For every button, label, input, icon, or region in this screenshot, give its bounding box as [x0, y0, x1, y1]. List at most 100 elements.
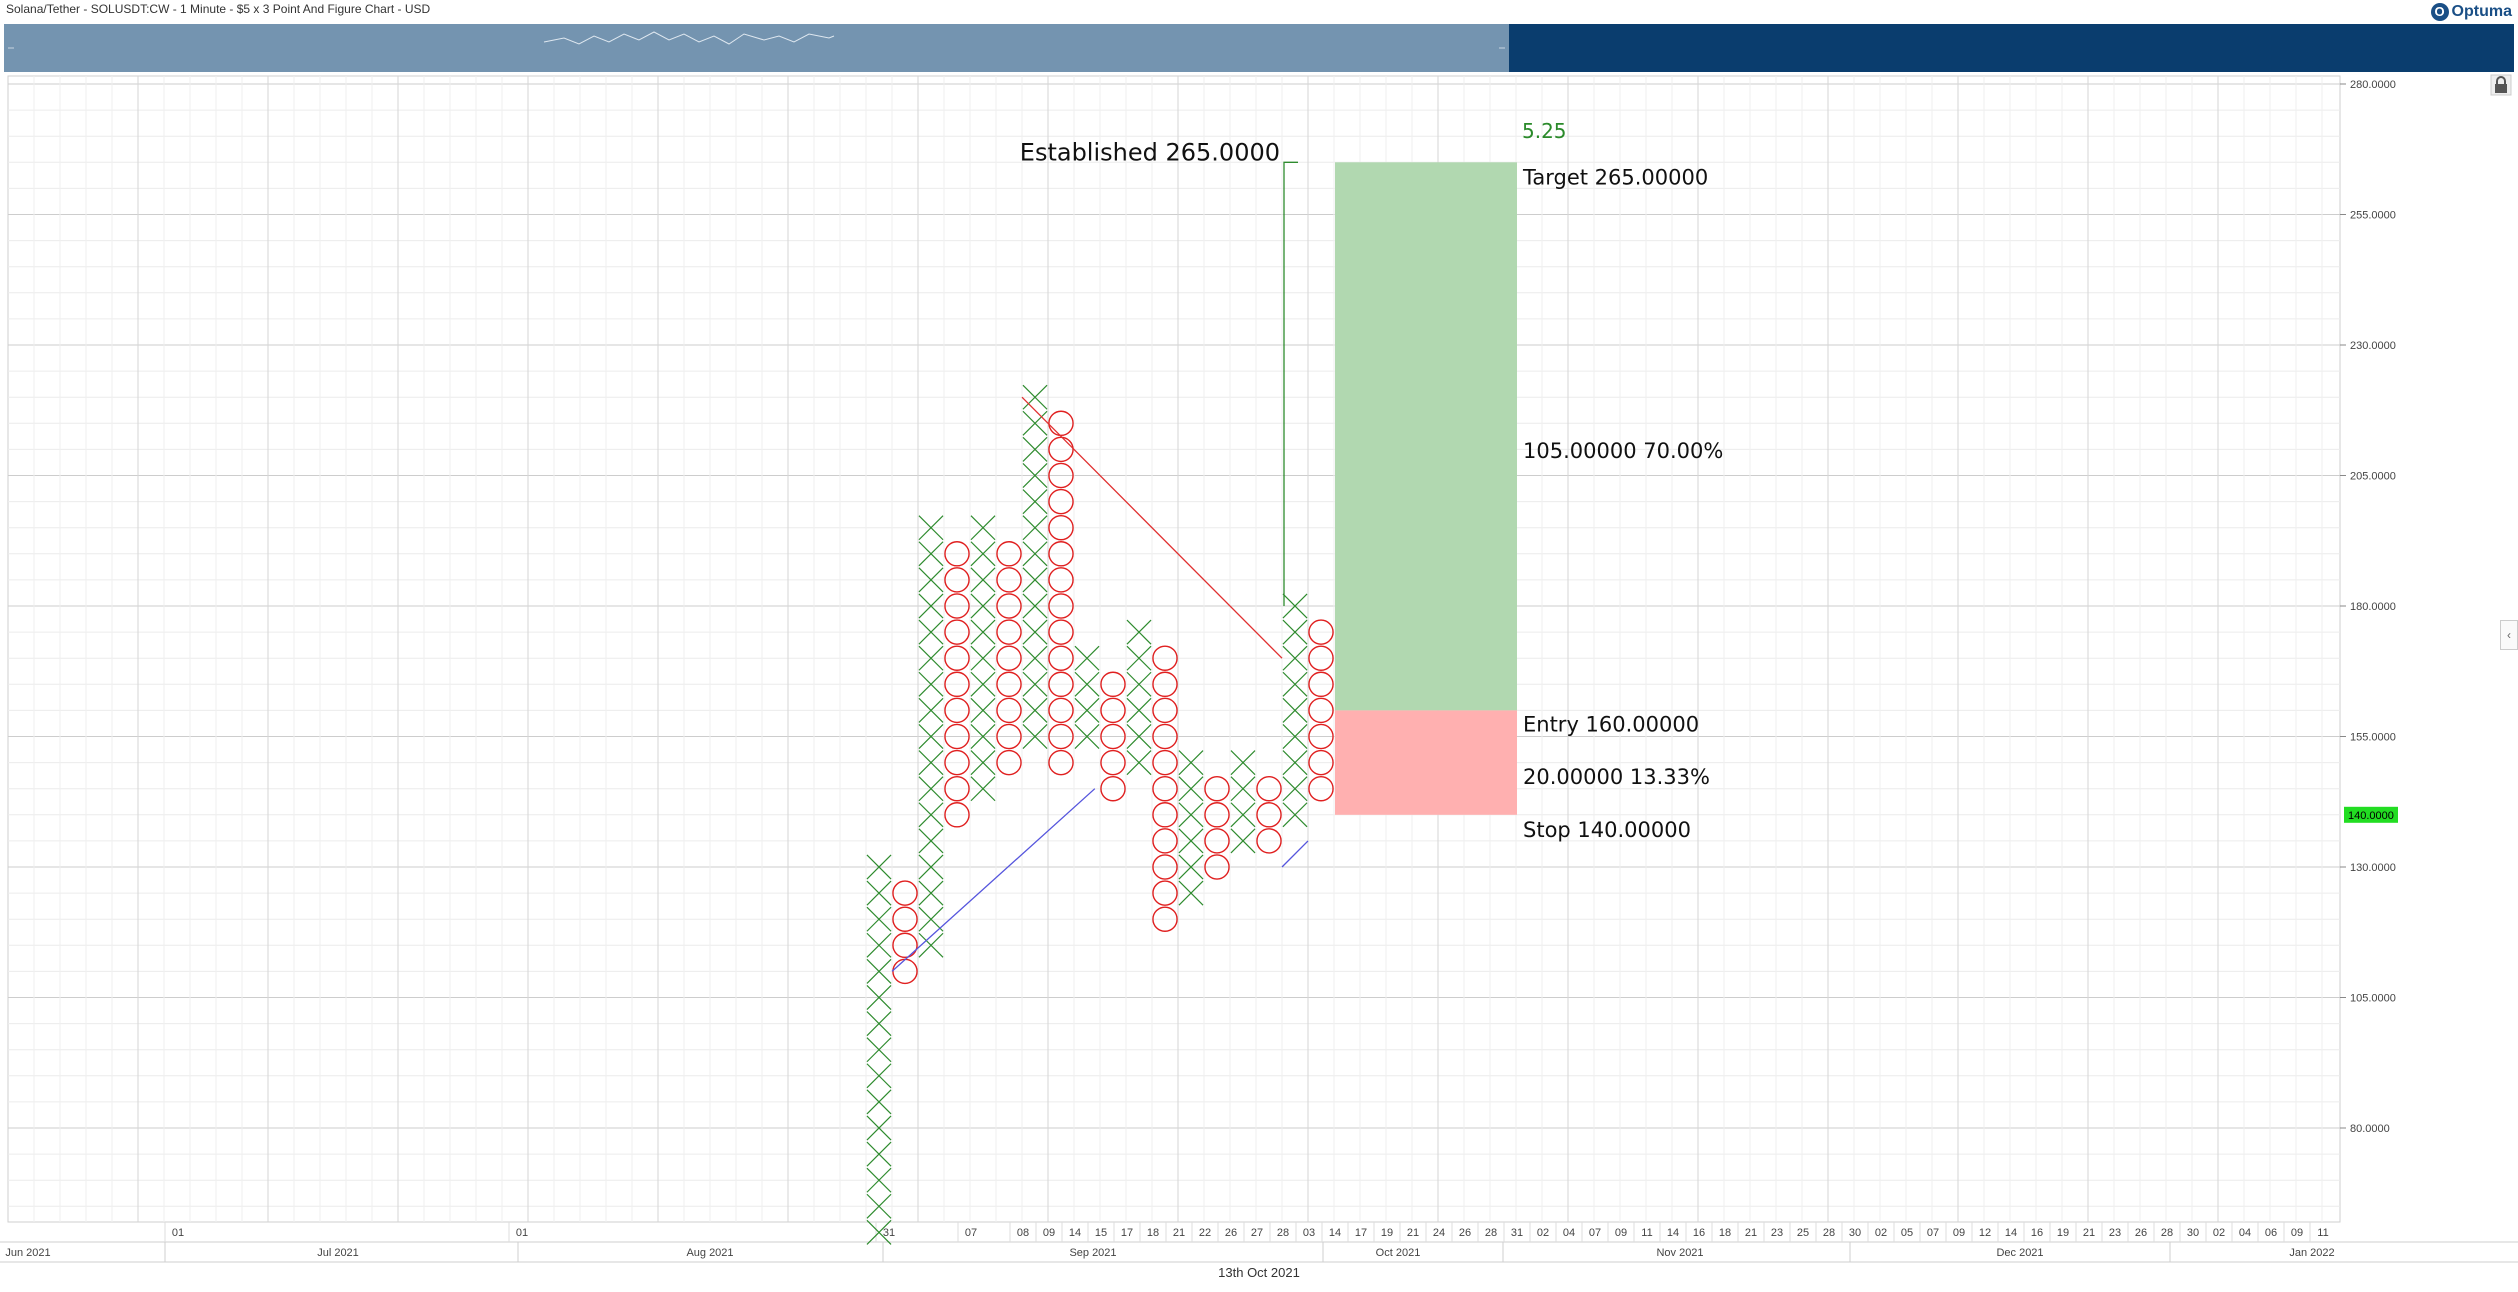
x-box [1282, 750, 1308, 776]
x-day-label: 07 [965, 1227, 977, 1239]
o-box [996, 671, 1022, 698]
x-box [970, 593, 996, 619]
current-price-tag [2344, 806, 2398, 823]
o-box [1100, 775, 1126, 802]
o-box [996, 541, 1022, 567]
y-tick-label: 80.0000 [2350, 1123, 2390, 1135]
x-column [1282, 593, 1308, 828]
x-box [866, 1193, 892, 1219]
x-box [1022, 697, 1048, 723]
x-month-label: Jan 2022 [2289, 1247, 2334, 1259]
x-box [1022, 567, 1048, 593]
x-box [1178, 880, 1204, 906]
x-box [1282, 619, 1308, 645]
count-value-label: 5.25 [1522, 119, 1567, 143]
x-box [866, 932, 892, 958]
x-day-label: 21 [1173, 1227, 1185, 1239]
established-label: Established 265.0000 [1020, 138, 1280, 166]
x-month-label: Oct 2021 [1376, 1247, 1421, 1259]
x-box [1022, 436, 1048, 462]
target-zone [1335, 162, 1517, 711]
y-tick-label: 130.0000 [2350, 862, 2396, 874]
x-box [1022, 489, 1048, 515]
x-box [1178, 854, 1204, 880]
brand-logo[interactable]: O Optuma [2430, 2, 2512, 22]
x-box [866, 1219, 892, 1245]
o-box [996, 567, 1022, 593]
o-column [944, 541, 970, 828]
x-box [1074, 697, 1100, 723]
x-day-label: 24 [1433, 1227, 1445, 1239]
x-month-label: Sep 2021 [1069, 1247, 1116, 1259]
o-box [1048, 514, 1074, 541]
x-box [1074, 724, 1100, 749]
x-day-label: 09 [1615, 1227, 1627, 1239]
annotations: Established 265.0000 5.25 Target 265.00000… [1020, 119, 1724, 842]
x-box [918, 854, 944, 880]
o-column [1256, 775, 1282, 854]
x-box [866, 880, 892, 906]
x-month-label: Nov 2021 [1656, 1247, 1703, 1259]
x-day-label: 28 [1277, 1227, 1289, 1239]
o-box [944, 723, 970, 750]
x-day-label: 18 [1719, 1227, 1731, 1239]
x-column [1126, 619, 1152, 776]
o-box [1100, 723, 1126, 750]
x-box [866, 958, 892, 984]
optuma-logo-icon: O [2430, 3, 2449, 21]
x-day-label: 19 [1381, 1227, 1393, 1239]
lock-icon[interactable] [2490, 74, 2512, 96]
x-box [1282, 671, 1308, 697]
x-day-label: 11 [1641, 1227, 1652, 1239]
o-box [1152, 697, 1178, 724]
o-box [1204, 828, 1230, 854]
o-column [1204, 775, 1230, 880]
o-box [1256, 775, 1282, 802]
x-box [918, 724, 944, 749]
support-2-trendline [1281, 840, 1309, 868]
o-box [1308, 671, 1334, 698]
x-box [918, 802, 944, 828]
o-box [1204, 775, 1230, 802]
y-tick-label: 230.0000 [2350, 340, 2396, 352]
x-box [1022, 384, 1048, 410]
navigator-window[interactable] [4, 24, 1509, 72]
o-column [1152, 645, 1178, 932]
x-box [918, 776, 944, 802]
x-box [866, 1115, 892, 1141]
y-tick-label: 280.0000 [2350, 79, 2396, 91]
x-box [866, 1063, 892, 1089]
o-box [1100, 697, 1126, 724]
x-day-label: 28 [1823, 1227, 1835, 1239]
x-day-label: 26 [2135, 1227, 2147, 1239]
o-box [944, 541, 970, 567]
o-box [944, 775, 970, 802]
x-day-label: 30 [1849, 1227, 1861, 1239]
collapse-panel-button[interactable]: ‹ [2500, 620, 2518, 650]
time-navigator[interactable] [4, 24, 2514, 72]
x-day-label: 26 [1459, 1227, 1471, 1239]
o-box [1048, 697, 1074, 724]
o-box [1048, 749, 1074, 776]
x-day-label: 14 [1329, 1227, 1341, 1239]
x-day-label: 09 [1953, 1227, 1965, 1239]
resistance-trendline [1021, 396, 1283, 659]
x-day-label: 07 [1927, 1227, 1939, 1239]
o-box [996, 645, 1022, 671]
o-box [1152, 749, 1178, 776]
x-box [1282, 776, 1308, 802]
y-tick-label: 205.0000 [2350, 471, 2396, 483]
footer-date: 13th Oct 2021 [1218, 1265, 1300, 1280]
o-box [892, 906, 918, 932]
o-box [1048, 410, 1074, 437]
x-month-label: Jun 2021 [5, 1247, 50, 1259]
x-box [1126, 671, 1152, 697]
x-day-label: 07 [1589, 1227, 1601, 1239]
x-month-label: Aug 2021 [686, 1247, 733, 1259]
o-box [892, 932, 918, 959]
x-day-label: 17 [1355, 1227, 1367, 1239]
x-day-label: 14 [1667, 1227, 1679, 1239]
x-day-label: 01 [172, 1227, 184, 1239]
brand-name: Optuma [2451, 3, 2512, 20]
x-day-label: 04 [2239, 1227, 2251, 1239]
